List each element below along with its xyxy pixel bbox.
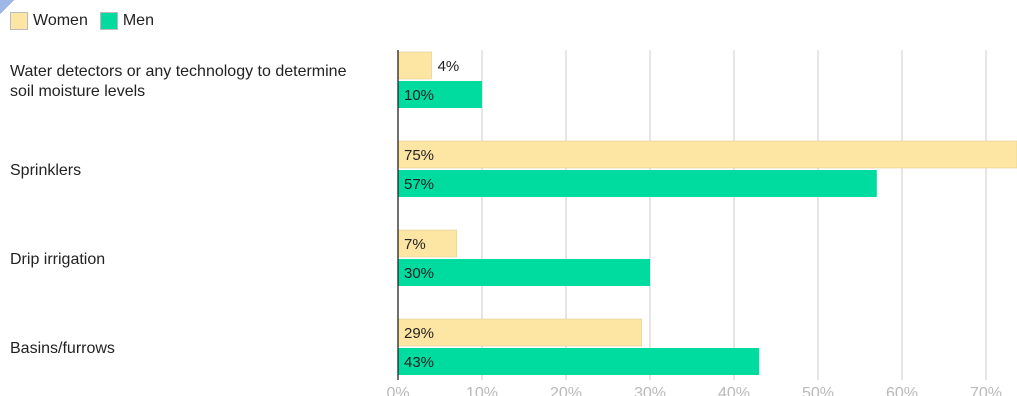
x-tick-label: 30% (634, 385, 666, 396)
bar (397, 140, 1017, 169)
bar (397, 229, 458, 258)
bar (398, 348, 760, 375)
data-label: 43% (404, 354, 434, 371)
legend-label-women: Women (33, 12, 88, 29)
data-label: 4% (438, 58, 460, 75)
legend-swatch-men (99, 12, 118, 30)
bar (397, 318, 642, 347)
bar (398, 81, 482, 108)
x-tick-label: 50% (802, 385, 834, 396)
legend-swatch-women (10, 12, 28, 30)
category-label: Water detectors or any technology to det… (10, 63, 347, 100)
x-tick-label: 0% (386, 385, 409, 396)
data-label: 7% (404, 236, 426, 253)
x-tick-label: 70% (970, 385, 1002, 396)
data-label: 57% (404, 176, 434, 193)
x-tick-label: 10% (466, 385, 498, 396)
bar (397, 51, 432, 80)
bar (398, 170, 877, 197)
chart-legend: Women Men (10, 12, 166, 30)
x-tick-label: 20% (550, 385, 582, 396)
legend-label-men: Men (122, 12, 154, 29)
corner-decoration (0, 0, 14, 14)
category-label: Drip irrigation (10, 251, 105, 268)
x-tick-label: 40% (718, 385, 750, 396)
data-label: 29% (404, 325, 434, 342)
data-label: 10% (404, 87, 434, 104)
x-tick-label: 60% (886, 385, 918, 396)
legend-item-women[interactable]: Women (10, 12, 88, 30)
category-label: Basins/furrows (10, 340, 115, 357)
data-label: 30% (404, 265, 434, 282)
legend-item-men[interactable]: Men (99, 12, 154, 30)
bar (398, 259, 650, 286)
category-label: Sprinklers (10, 162, 81, 179)
data-label: 75% (404, 147, 434, 164)
